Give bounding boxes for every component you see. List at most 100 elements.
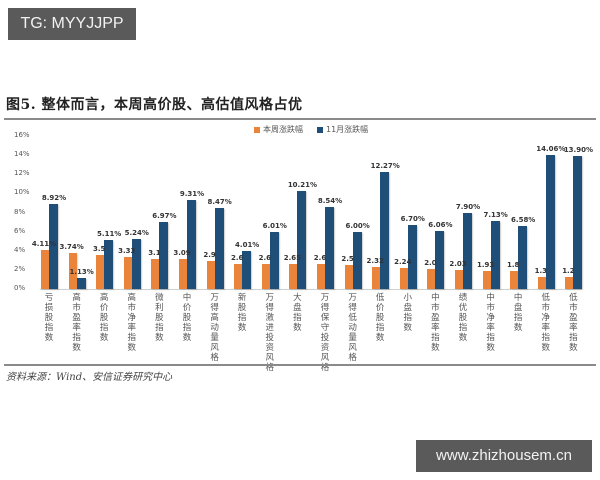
y-tick-label: 16% xyxy=(14,131,30,140)
bar-november xyxy=(573,156,583,289)
value-label-november: 6.00% xyxy=(345,221,370,230)
value-label-weekly: 1.2 xyxy=(562,267,575,276)
source-divider xyxy=(4,364,596,366)
bar-weekly xyxy=(482,270,491,289)
category-label: 低价股指数 xyxy=(375,293,385,343)
watermark-bottom: www.zhizhousem.cn xyxy=(416,440,592,472)
bar-november xyxy=(159,222,169,289)
category-label: 高市净率指数 xyxy=(127,293,137,353)
value-label-november: 10.21% xyxy=(287,181,317,190)
value-label-weekly: 2.32 xyxy=(366,256,384,265)
y-tick-label: 4% xyxy=(14,245,26,254)
bar-weekly xyxy=(234,263,243,289)
bar-november xyxy=(214,208,224,289)
value-label-november: 6.01% xyxy=(262,221,287,230)
value-label-november: 4.01% xyxy=(235,240,260,249)
value-label-november: 5.11% xyxy=(97,230,122,239)
bar-weekly xyxy=(565,277,574,289)
category-label: 万得保守投资风格 xyxy=(320,293,330,373)
category-label: 万得高动量风格 xyxy=(210,293,219,363)
y-tick-label: 0% xyxy=(14,284,26,292)
category-label: 微利股指数 xyxy=(155,293,164,343)
value-label-november: 6.06% xyxy=(428,221,453,230)
y-tick-label: 6% xyxy=(14,226,26,235)
bar-november xyxy=(545,154,555,289)
bar-weekly xyxy=(510,271,519,289)
value-label-weekly: 2.9 xyxy=(203,250,216,259)
value-label-november: 14.06% xyxy=(536,144,566,153)
value-label-weekly: 3.33 xyxy=(118,247,136,256)
bar-weekly xyxy=(206,260,215,289)
bar-november xyxy=(187,199,196,289)
value-label-weekly: 2.6 xyxy=(258,253,271,262)
bar-weekly xyxy=(96,254,105,289)
category-label: 亏损股指数 xyxy=(44,293,54,343)
legend-item-weekly: 本周涨跌幅 xyxy=(254,124,303,135)
category-label: 万得激进投资风格 xyxy=(265,293,275,373)
category-label: 新股指数 xyxy=(237,293,247,333)
value-label-november: 6.58% xyxy=(511,216,536,225)
category-label: 绩优股指数 xyxy=(458,293,468,343)
value-label-weekly: 3.1 xyxy=(148,249,161,258)
bar-weekly xyxy=(261,263,270,289)
bar-november xyxy=(380,171,390,289)
bar-november xyxy=(242,250,252,289)
value-label-november: 13.90% xyxy=(563,146,593,155)
figure-title: 图5. 整体而言，本周高价股、高估值风格占优 xyxy=(6,97,303,113)
value-label-weekly: 2.6 xyxy=(313,253,327,262)
value-label-november: 8.54% xyxy=(317,197,343,206)
value-label-weekly: 3.5 xyxy=(92,244,106,253)
y-tick-label: 2% xyxy=(14,264,26,273)
value-label-november: 1.13% xyxy=(69,268,94,277)
category-label: 万得低动量风格 xyxy=(348,293,357,363)
bar-weekly xyxy=(151,259,160,289)
value-label-weekly: 2.0 xyxy=(424,259,437,268)
bar-november xyxy=(352,231,362,289)
bar-weekly xyxy=(427,269,436,289)
category-label: 大盘指数 xyxy=(293,293,302,333)
bar-november xyxy=(518,226,528,289)
value-label-weekly: 3.74% xyxy=(59,243,84,252)
y-tick-label: 14% xyxy=(14,150,30,159)
x-axis-line xyxy=(40,289,582,290)
legend-item-november: 11月涨跌幅 xyxy=(317,124,368,135)
bar-weekly xyxy=(179,259,187,289)
value-label-weekly: 2.65 xyxy=(283,253,302,262)
bar-weekly xyxy=(372,266,381,289)
value-label-november: 8.92% xyxy=(41,193,67,202)
bar-weekly xyxy=(399,267,408,289)
legend-swatch-navy xyxy=(317,126,323,133)
category-label: 小盘指数 xyxy=(403,293,413,333)
bar-november xyxy=(435,231,445,289)
category-label: 高价股指数 xyxy=(99,293,109,343)
value-label-weekly: 2.5 xyxy=(341,254,354,263)
value-label-november: 8.47% xyxy=(207,198,232,207)
bar-weekly xyxy=(41,249,49,289)
category-label: 中市净率指数 xyxy=(486,293,495,353)
bar-weekly xyxy=(289,263,298,289)
bar-november xyxy=(490,220,500,289)
bar-november xyxy=(325,207,334,289)
value-label-november: 7.90% xyxy=(455,203,481,212)
bar-november xyxy=(131,238,141,289)
bar-weekly xyxy=(344,264,353,289)
value-label-november: 12.27% xyxy=(370,161,400,170)
value-label-weekly: 2.24 xyxy=(394,257,412,266)
y-tick-label: 10% xyxy=(14,188,30,197)
category-label: 高市盈率指数 xyxy=(72,293,81,353)
value-label-weekly: 1.3 xyxy=(534,266,547,275)
value-label-november: 6.70% xyxy=(400,214,425,223)
y-tick-label: 12% xyxy=(14,169,30,178)
value-label-weekly: 1.8 xyxy=(506,261,520,270)
value-label-november: 9.31% xyxy=(179,189,205,198)
bar-november xyxy=(463,213,472,289)
bar-november xyxy=(297,191,307,289)
bar-november xyxy=(269,231,279,289)
value-label-weekly: 2.6 xyxy=(230,253,244,262)
watermark-top: TG: MYYJJPP xyxy=(8,8,136,40)
value-label-weekly: 1.93 xyxy=(476,260,495,269)
source-note: 资料来源：Wind、安信证券研究中心 xyxy=(6,372,173,383)
value-label-november: 5.24% xyxy=(124,228,149,237)
bar-weekly xyxy=(537,276,546,289)
bar-november xyxy=(104,240,114,289)
